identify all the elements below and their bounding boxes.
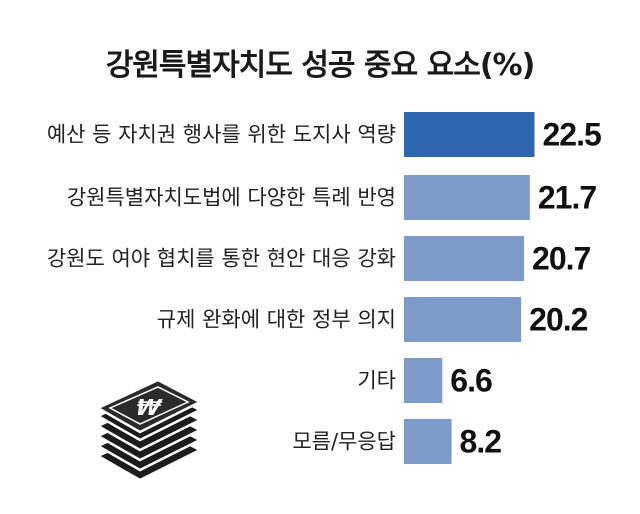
category-label-1: 강원특별자치도법에 다양한 특례 반영 [67, 186, 396, 210]
bar-1 [404, 175, 530, 220]
category-label-3: 규제 완화에 대한 정부 의지 [157, 308, 396, 332]
value-label-0: 22.5 [543, 117, 601, 153]
bar-0 [404, 112, 535, 157]
value-label-3: 20.2 [529, 302, 587, 338]
value-label-2: 20.7 [532, 241, 590, 277]
value-label-1: 21.7 [538, 180, 596, 216]
category-label-2: 강원도 여야 협치를 통한 현안 대응 강화 [47, 247, 396, 271]
category-label-4: 기타 [357, 369, 396, 393]
bar-3 [404, 297, 522, 342]
category-label-0: 예산 등 자치권 행사를 위한 도지사 역량 [47, 123, 396, 147]
bar-2 [404, 236, 525, 281]
bar-5 [404, 419, 452, 464]
value-label-4: 6.6 [450, 363, 492, 399]
chart-title: 강원특별자치도 성공 중요 요소(%) [105, 48, 536, 83]
category-label-5: 모름/무응답 [292, 430, 396, 454]
value-label-5: 8.2 [460, 424, 502, 460]
bar-4 [404, 358, 443, 403]
money-stack-icon: ₩ [96, 378, 202, 482]
